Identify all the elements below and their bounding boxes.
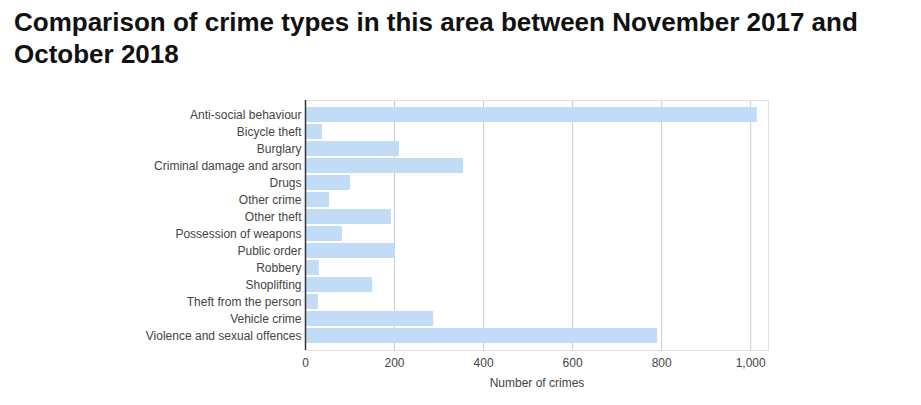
svg-text:400: 400 [474, 356, 494, 370]
svg-text:Criminal damage and arson: Criminal damage and arson [154, 159, 301, 173]
svg-text:Other crime: Other crime [239, 193, 302, 207]
svg-text:800: 800 [652, 356, 672, 370]
svg-text:Robbery: Robbery [256, 261, 301, 275]
svg-text:Bicycle theft: Bicycle theft [237, 125, 302, 139]
svg-text:600: 600 [563, 356, 583, 370]
svg-text:Anti-social behaviour: Anti-social behaviour [190, 108, 301, 122]
svg-text:Shoplifting: Shoplifting [245, 278, 301, 292]
svg-text:Number of crimes: Number of crimes [490, 376, 585, 390]
svg-text:Violence and sexual offences: Violence and sexual offences [146, 329, 302, 343]
html-text:Comparison of crime types in t: Comparison of crime types in this area b… [14, 7, 858, 69]
svg-text:Drugs: Drugs [269, 176, 301, 190]
svg-text:Possession of weapons: Possession of weapons [175, 227, 301, 241]
svg-text:Public order: Public order [237, 244, 301, 258]
svg-text:Burglary: Burglary [257, 142, 302, 156]
svg-text:0: 0 [302, 356, 309, 370]
svg-text:200: 200 [385, 356, 405, 370]
svg-text:Other theft: Other theft [245, 210, 302, 224]
svg-text:Theft from the person: Theft from the person [187, 295, 302, 309]
svg-text:Vehicle crime: Vehicle crime [230, 312, 302, 326]
svg-text:1,000: 1,000 [736, 356, 766, 370]
